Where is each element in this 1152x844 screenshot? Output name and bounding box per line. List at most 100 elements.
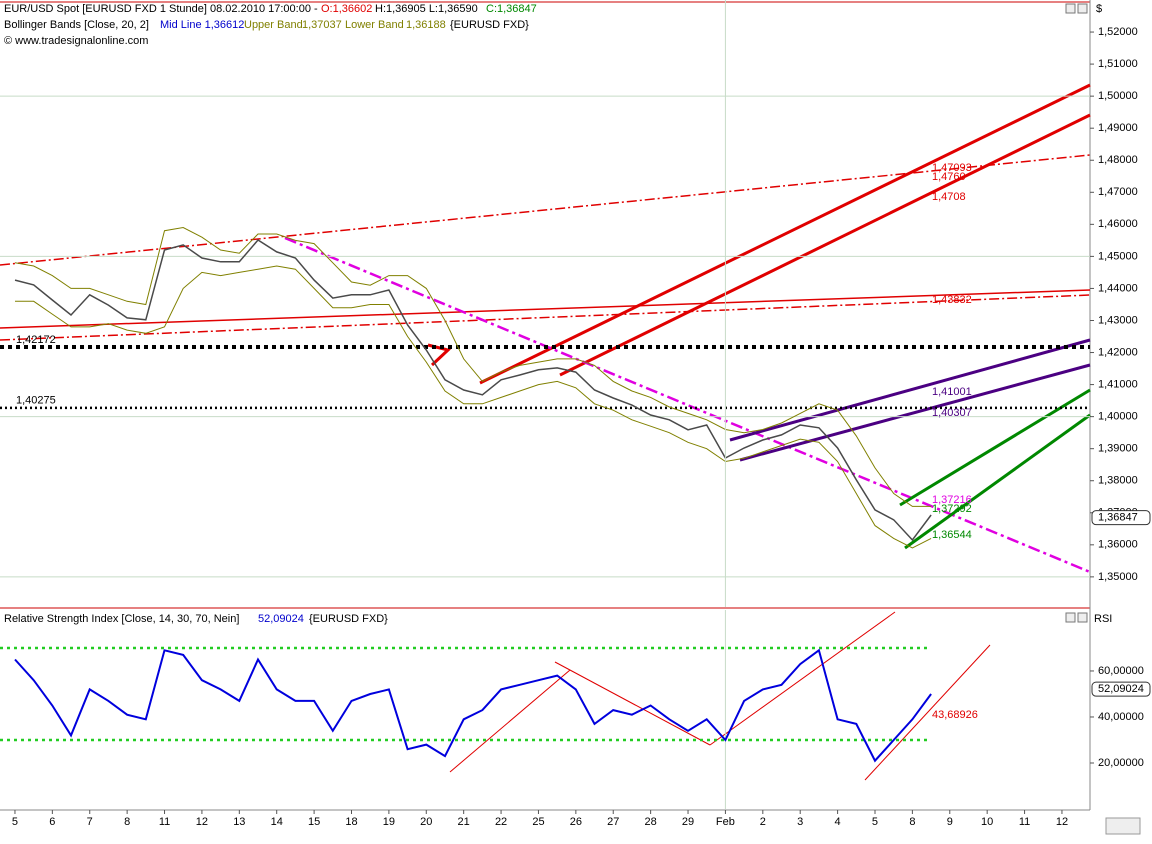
trend-line [729,338,1091,442]
x-tick-label: 13 [233,816,245,828]
y-tick-label: 40,00000 [1098,711,1144,723]
x-tick-label: 9 [947,816,953,828]
last-value-box [1091,681,1151,697]
x-tick-label: 8 [124,816,130,828]
scroll-button[interactable] [1105,817,1141,835]
annotation: 1,37292 [932,503,972,515]
annotation: 1,37216 [932,494,972,506]
x-tick-label: 4 [835,816,841,828]
x-tick-label: 18 [345,816,357,828]
y-tick-label: 1,35000 [1098,571,1138,583]
x-tick-label: 8 [909,816,915,828]
series-line [15,265,932,549]
x-tick-label: 5 [12,816,18,828]
last-value-box [1091,510,1151,526]
header-text: 1,36188 [406,19,446,31]
trend-line [0,154,1091,266]
y-tick-label: 1,43000 [1098,314,1138,326]
header-text: H:1,36905 L:1,36590 [375,3,478,15]
annotation: 1,4708 [932,191,966,203]
trend-line [479,83,1091,385]
legend-entry: Upper Band [244,19,303,31]
trend-line [0,294,1091,341]
y-tick-label: 1,47000 [1098,186,1138,198]
x-tick-label: 29 [682,816,694,828]
x-tick-label: 20 [420,816,432,828]
x-tick-label: 3 [797,816,803,828]
window-button[interactable] [1077,612,1088,623]
trend-line [899,388,1091,507]
header-text: © www.tradesignalonline.com [4,35,148,47]
header-text: Relative Strength Index [Close, 14, 30, … [4,613,239,625]
window-button[interactable] [1065,612,1076,623]
x-tick-label: 12 [1056,816,1068,828]
header-text: Mid Line 1,36612 [160,19,244,31]
x-tick-label: 25 [532,816,544,828]
trend-line [739,363,1091,462]
trend-line [0,289,1091,329]
header-text: {EURUSD FXD} [450,19,529,31]
trend-line [904,413,1091,550]
series-line [14,239,932,542]
y-tick-label: 20,00000 [1098,757,1144,769]
axis-unit: $ [1096,3,1102,15]
annotation: 1,43832 [932,294,972,306]
y-tick-label: 1,40000 [1098,411,1138,423]
trend-line [559,113,1091,377]
x-tick-label: 27 [607,816,619,828]
y-tick-label: 1,36000 [1098,539,1138,551]
x-tick-label: 21 [458,816,470,828]
header-text: C:1,36847 [486,3,537,15]
trend-line [864,644,991,781]
x-tick-label: 12 [196,816,208,828]
annotation: 1,47093 [932,162,972,174]
y-tick-label: 1,51000 [1098,58,1138,70]
header-text: O:1,36602 [321,3,372,15]
trend-line [284,236,1091,574]
trend-line [554,661,711,746]
x-tick-label: 2 [760,816,766,828]
y-tick-label: 1,42000 [1098,346,1138,358]
last-value-label: 52,09024 [1098,683,1144,695]
y-tick-label: 1,44000 [1098,282,1138,294]
y-tick-label: 1,50000 [1098,90,1138,102]
annotation: 1,40307 [932,407,972,419]
trend-line [709,611,896,746]
series-line [14,226,932,507]
y-tick-label: 1,45000 [1098,250,1138,262]
last-value-label: 1,36847 [1098,512,1138,524]
header-text: 1,37037 [302,19,342,31]
header-text: Bollinger Bands [Close, 20, 2] [4,19,149,31]
y-tick-label: 1,52000 [1098,26,1138,38]
header-text: 52,09024 [258,613,304,625]
series-line [14,648,932,763]
y-tick-label: 1,46000 [1098,218,1138,230]
annotation: 1,36544 [932,529,972,541]
x-tick-label: 11 [1019,816,1030,828]
annotation: 43,68926 [932,709,978,721]
x-tick-label: 7 [87,816,93,828]
x-tick-label: Feb [716,816,735,828]
x-tick-label: 28 [645,816,657,828]
trend-line [449,669,571,773]
x-tick-label: 6 [49,816,55,828]
y-tick-label: 1,39000 [1098,443,1138,455]
axis-unit: RSI [1094,613,1112,625]
horizontal-line-label: 1,42172 [16,334,56,346]
y-tick-label: 1,38000 [1098,475,1138,487]
x-tick-label: 14 [271,816,283,828]
x-tick-label: 26 [570,816,582,828]
x-tick-label: 11 [159,816,170,828]
annotation: 1,41001 [932,386,972,398]
y-tick-label: 60,00000 [1098,665,1144,677]
trend-lines [0,83,1091,781]
header-text: {EURUSD FXD} [309,613,388,625]
x-tick-label: 5 [872,816,878,828]
window-button[interactable] [1065,3,1076,14]
x-tick-label: 19 [383,816,395,828]
window-button[interactable] [1077,3,1088,14]
annotation: 1,4760 [932,171,966,183]
